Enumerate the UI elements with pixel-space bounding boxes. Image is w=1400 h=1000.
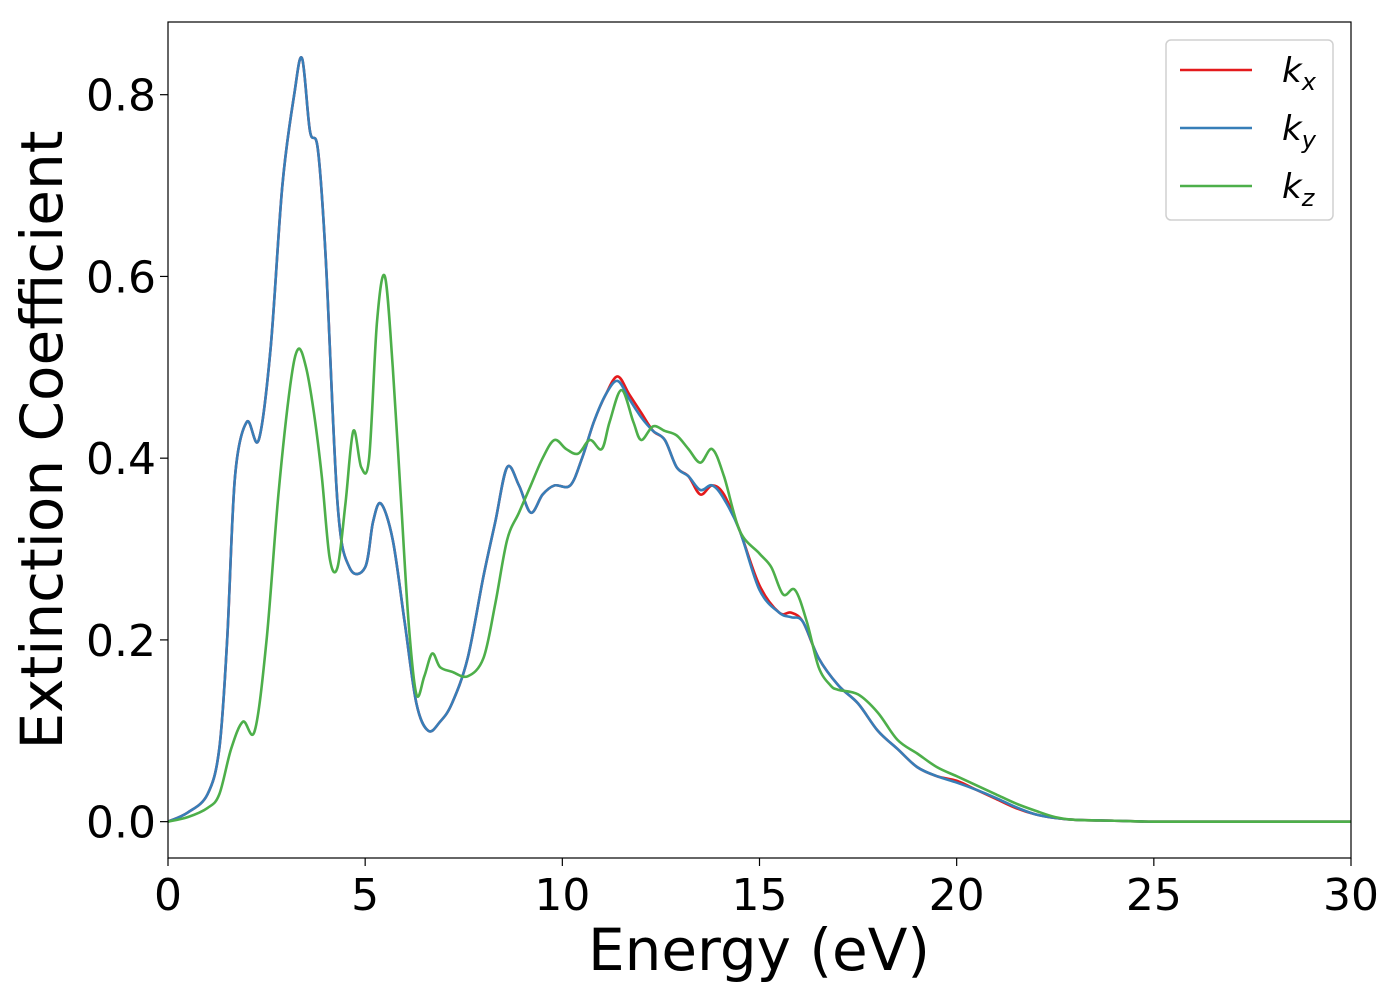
series-layer — [168, 56, 1351, 824]
y-axis: 0.0 0.2 0.4 0.6 0.8 — [86, 71, 168, 849]
x-tick-label: 10 — [534, 870, 590, 921]
series-line-y — [168, 56, 1351, 824]
x-tick-label: 0 — [154, 870, 182, 921]
y-tick-label: 0.2 — [86, 616, 156, 667]
y-tick-label: 0.4 — [86, 434, 156, 485]
x-tick-label: 20 — [929, 870, 985, 921]
y-tick-label: 0.6 — [86, 252, 156, 303]
x-tick-label: 25 — [1126, 870, 1182, 921]
legend-label-x: kx — [1282, 51, 1317, 96]
x-tick-label: 15 — [732, 870, 788, 921]
x-tick-label: 30 — [1323, 870, 1379, 921]
x-tick-label: 5 — [351, 870, 379, 921]
x-axis: 0 5 10 15 20 25 30 — [154, 858, 1379, 921]
legend-label-z: kz — [1282, 167, 1316, 212]
legend-label-y: ky — [1282, 109, 1317, 154]
y-tick-label: 0.8 — [86, 71, 156, 122]
y-tick-label: 0.0 — [86, 798, 156, 849]
series-line-z — [168, 273, 1351, 824]
legend: kx ky kz — [1165, 39, 1334, 221]
x-axis-title: Energy (eV) — [588, 916, 930, 984]
y-axis-title: Extinction Coefficient — [8, 131, 76, 750]
legend-box — [1165, 39, 1334, 221]
